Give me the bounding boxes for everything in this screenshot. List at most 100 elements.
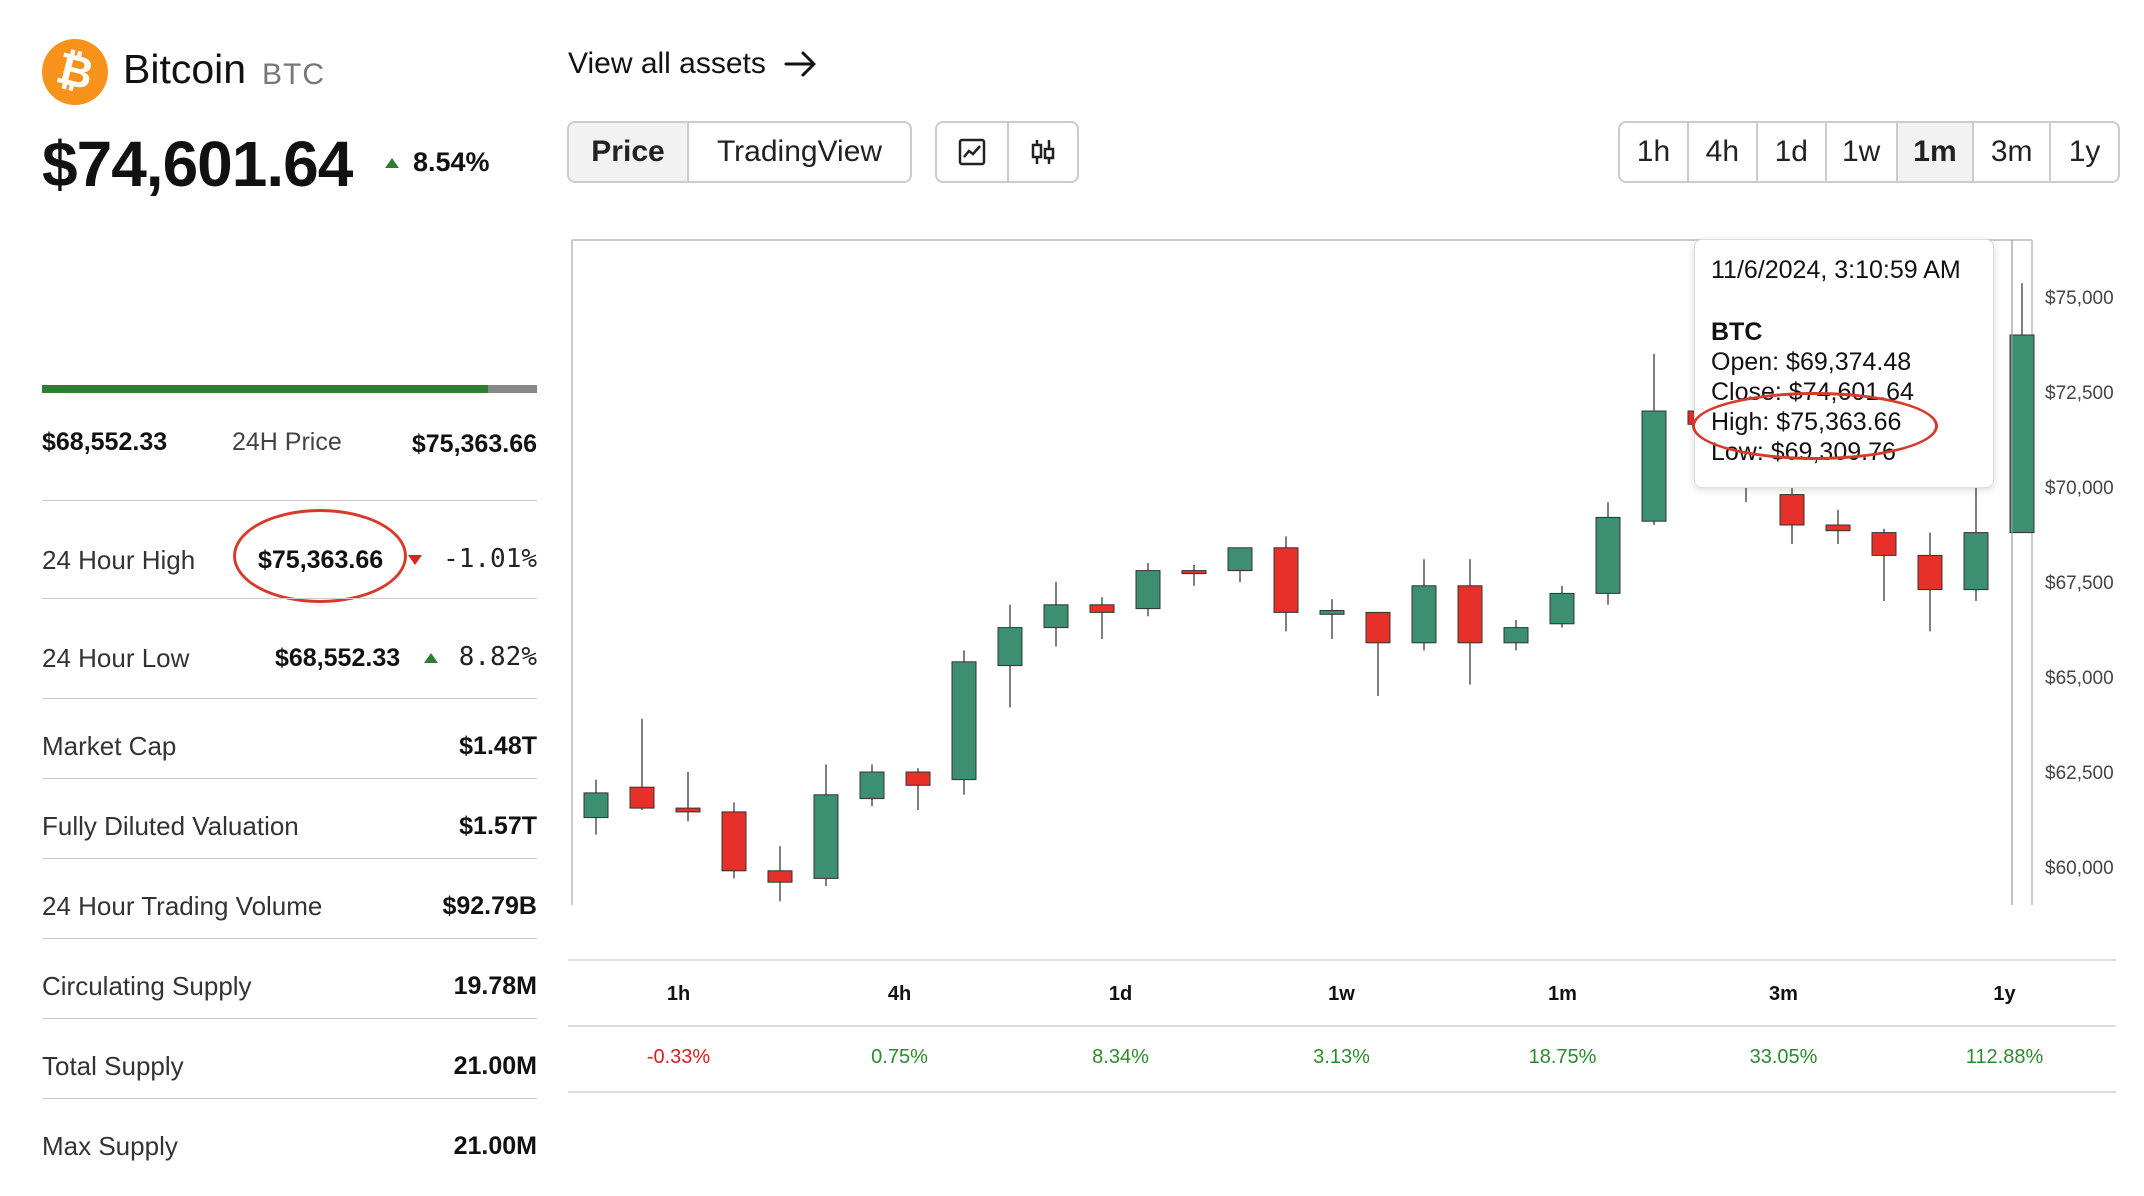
candle-body [859,771,885,800]
candle-body [1503,627,1529,644]
performance-value-3m: 33.05% [1749,1046,1818,1068]
candle-body [721,811,747,872]
view-all-assets-link[interactable]: View all assets [568,47,818,81]
price-range-fill [42,385,488,393]
candle-body [1273,547,1299,613]
candle [997,604,1023,708]
y-tick-label: $65,000 [2045,668,2114,689]
candle-body [1549,592,1575,625]
performance-table: 1h -0.33% 4h 0.75% 1d 8.34% 1w 3.13% 1m 18.75% 3m 3… [568,959,2116,1093]
candle-body [997,627,1023,667]
stat-pct: 8.82% [458,642,537,672]
candle-body [2009,334,2035,534]
performance-header-3m: 3m [1769,983,1798,1005]
tooltip-open: Open: $69,374.48 [1711,348,1912,376]
arrow-right-icon [784,51,816,77]
timeframe-1d[interactable]: 1d [1758,123,1827,181]
tooltip-date: 11/6/2024, 3:10:59 AM [1711,256,1961,284]
line-chart-icon [958,138,986,166]
stat-pct: -1.01% [443,544,537,574]
stat-label: Circulating Supply [42,971,252,1001]
tab-price[interactable]: Price [569,123,689,181]
stat-label: Market Cap [42,731,177,761]
candle [859,764,885,807]
candle [1963,475,1989,601]
timeframe-1h[interactable]: 1h [1620,123,1689,181]
coin-symbol: BTC [262,58,325,91]
stat-row: Max Supply 21.00M [42,1098,537,1179]
candle-body [767,870,793,883]
performance-value-1w: 3.13% [1313,1046,1370,1068]
chart-tooltip: 11/6/2024, 3:10:59 AM BTC Open: $69,374.… [1692,239,1994,488]
candle [1825,509,1851,544]
candle [2009,283,2035,534]
stat-row: Market Cap $1.48T [42,698,537,779]
price-range-row: $68,552.33 24H Price $75,363.66 [42,428,537,472]
candle-body [1457,585,1483,644]
candle [675,772,701,822]
candle [721,802,747,879]
stat-value: 19.78M [453,972,537,1000]
stat-value: 21.00M [453,1052,537,1080]
candle-body [1135,570,1161,610]
price-range-bar [42,385,537,393]
candle [583,779,609,835]
range-label: 24H Price [232,428,342,456]
timeframe-4h[interactable]: 4h [1689,123,1758,181]
y-tick-label: $60,000 [2045,858,2114,879]
candle-body [1963,532,1989,591]
y-tick-label: $70,000 [2045,478,2114,499]
performance-header-1y: 1y [1993,983,2016,1005]
bitcoin-icon: ₿ [42,39,108,105]
candle-body [1641,410,1667,522]
line-chart-button[interactable] [937,123,1009,181]
candle-body [905,771,931,786]
candlestick-icon [1031,140,1055,164]
timeframe-1m[interactable]: 1m [1897,123,1975,181]
stat-row-24h-low: 24 Hour Low $68,552.33 8.82% [42,598,537,699]
candle-body [1779,494,1805,526]
stat-row: 24 Hour Trading Volume $92.79B [42,858,537,939]
candle [1135,563,1161,617]
candle [1641,354,1667,525]
candle [1549,585,1575,628]
candle [1273,536,1299,632]
stat-row-24h-high: 24 Hour High $75,363.66 -1.01% [42,500,537,603]
candle-body [1043,604,1069,629]
performance-header-4h: 4h [887,983,912,1005]
candle [1503,620,1529,651]
timeframe-3m[interactable]: 3m [1974,123,2052,181]
candle [905,768,931,810]
stat-label: Total Supply [42,1051,184,1081]
triangle-up-icon [385,157,399,168]
triangle-up-icon [424,653,438,663]
timeframe-1w[interactable]: 1w [1827,123,1898,181]
y-tick-label: $72,500 [2045,383,2114,404]
candle [767,846,793,902]
stat-label: 24 Hour High [42,545,196,575]
candle [1779,479,1805,544]
stat-value: 21.00M [453,1132,537,1160]
performance-header-1h: 1h [666,983,691,1005]
candle [1871,528,1897,601]
candle-body [1089,604,1115,613]
range-low: $68,552.33 [42,428,168,456]
stat-value: $1.48T [459,732,537,760]
stat-value: $1.57T [459,812,537,840]
candle-body [951,661,977,781]
stat-label: Max Supply [42,1131,178,1161]
stat-label: Fully Diluted Valuation [42,811,299,841]
candle [813,764,839,886]
y-tick-label: $62,500 [2045,763,2114,784]
highlight-circle [233,509,407,603]
timeframe-1y[interactable]: 1y [2068,135,2101,168]
performance-header-1m: 1m [1548,983,1577,1005]
candle-body [1319,610,1345,615]
stat-value: $92.79B [442,892,537,920]
candlestick-button[interactable] [1009,123,1077,181]
candle-body [1825,524,1851,532]
stat-row: Circulating Supply 19.78M [42,938,537,1019]
performance-value-1y: 112.88% [1965,1046,2044,1068]
y-tick-label: $75,000 [2045,288,2114,309]
tab-tradingview[interactable]: TradingView [716,135,883,168]
